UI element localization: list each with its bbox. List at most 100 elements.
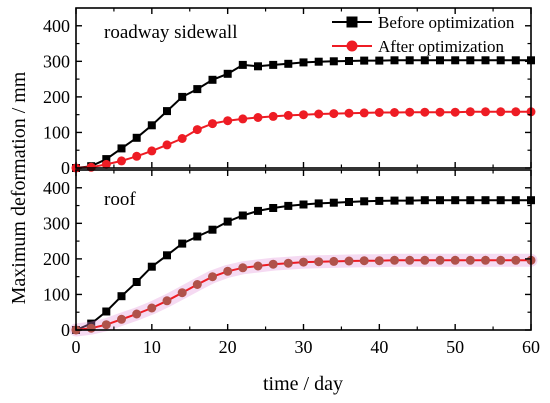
top-point-before-20 — [223, 69, 232, 78]
bottom-point-before-32 — [314, 199, 323, 208]
bottom-point-after-2 — [86, 323, 96, 333]
x-tick-label-0: 0 — [72, 337, 81, 357]
x-tick-label-60: 60 — [522, 337, 540, 357]
panel-roadway-sidewall: 0 100 200 300 400 roadway sidewall — [43, 7, 536, 178]
top-point-before-46 — [420, 56, 429, 65]
bottom-point-after-38 — [359, 256, 369, 266]
top-y-tick-label-100: 100 — [43, 122, 70, 142]
bottom-point-before-58 — [511, 196, 520, 205]
top-point-before-18 — [208, 75, 217, 84]
top-point-before-22 — [238, 60, 247, 69]
bottom-point-after-40 — [374, 256, 384, 266]
bottom-point-before-38 — [360, 197, 369, 206]
bottom-point-before-30 — [299, 200, 308, 209]
x-tick-label-20: 20 — [219, 337, 237, 357]
top-point-before-50 — [451, 56, 460, 65]
top-point-after-46 — [420, 107, 430, 117]
top-y-tick-label-300: 300 — [43, 51, 70, 71]
bottom-point-after-30 — [299, 257, 308, 267]
top-point-after-24 — [253, 113, 263, 122]
bottom-point-before-20 — [223, 217, 232, 226]
bottom-point-after-14 — [177, 288, 187, 298]
bottom-point-before-50 — [451, 196, 460, 205]
top-point-before-32 — [314, 57, 323, 66]
legend-label-after: After optimization — [378, 37, 505, 56]
bottom-axes-layer: 0 100 200 300 400 — [43, 169, 532, 340]
top-point-after-26 — [268, 111, 278, 121]
top-point-after-12 — [162, 140, 172, 150]
bottom-point-before-24 — [254, 206, 262, 215]
bottom-point-before-4 — [102, 307, 111, 316]
top-point-after-36 — [344, 108, 354, 118]
x-tick-labels: 0 10 20 30 40 50 60 — [72, 337, 541, 357]
top-point-after-52 — [465, 107, 475, 117]
bottom-point-before-34 — [329, 198, 338, 207]
bottom-point-before-40 — [375, 196, 384, 205]
bottom-y-tick-label-400: 400 — [43, 178, 70, 198]
bottom-point-after-54 — [481, 255, 490, 265]
legend-entry-before: Before optimization — [332, 13, 515, 32]
x-tick-label-50: 50 — [446, 337, 464, 357]
top-point-before-56 — [496, 56, 505, 65]
bottom-point-after-20 — [223, 266, 233, 276]
bottom-series-line-after — [75, 259, 531, 331]
panel-roof: 0 100 200 300 400 roof — [43, 169, 538, 340]
bottom-point-before-46 — [420, 196, 429, 205]
bottom-point-after-48 — [435, 255, 445, 265]
bottom-point-after-58 — [511, 255, 521, 265]
top-point-before-38 — [360, 56, 369, 65]
top-point-after-30 — [299, 110, 308, 120]
top-point-after-56 — [496, 107, 506, 117]
bottom-point-before-56 — [496, 196, 505, 205]
bottom-point-before-6 — [117, 292, 126, 301]
bottom-point-before-52 — [466, 196, 475, 205]
bottom-point-before-48 — [436, 196, 444, 205]
legend-entry-after: After optimization — [332, 37, 505, 56]
top-point-after-50 — [450, 107, 460, 117]
bottom-point-after-24 — [253, 261, 263, 271]
top-point-after-34 — [329, 109, 339, 119]
top-point-before-10 — [147, 121, 156, 130]
bottom-point-before-18 — [208, 225, 217, 234]
bottom-y-tick-label-200: 200 — [43, 249, 70, 269]
bottom-point-after-34 — [329, 256, 339, 266]
top-point-before-24 — [254, 62, 262, 71]
top-point-before-30 — [299, 58, 308, 67]
panel-label-roadway-sidewall: roadway sidewall — [104, 22, 237, 43]
legend-marker-after — [346, 40, 358, 52]
top-series-layer — [71, 56, 536, 173]
bottom-point-before-22 — [238, 211, 247, 220]
bottom-y-tick-label-100: 100 — [43, 284, 70, 304]
bottom-point-after-28 — [283, 258, 293, 268]
bottom-point-before-28 — [284, 201, 293, 210]
top-y-tick-label-200: 200 — [43, 87, 70, 107]
bottom-point-after-50 — [450, 255, 460, 265]
x-tick-label-30: 30 — [295, 337, 313, 357]
top-point-after-20 — [223, 116, 233, 126]
legend: Before optimization After optimization — [332, 13, 515, 56]
top-point-before-16 — [193, 85, 202, 94]
legend-label-before: Before optimization — [378, 13, 515, 32]
x-tick-label-10: 10 — [143, 337, 161, 357]
bottom-point-before-8 — [132, 278, 141, 286]
top-point-before-34 — [329, 57, 338, 66]
bottom-point-after-4 — [101, 320, 111, 330]
bottom-point-before-44 — [405, 196, 414, 205]
top-point-after-38 — [359, 108, 369, 118]
bottom-point-after-32 — [314, 257, 324, 267]
top-point-after-10 — [147, 146, 157, 156]
bottom-point-before-14 — [178, 239, 187, 248]
bottom-point-after-12 — [162, 296, 172, 306]
top-point-before-58 — [511, 56, 520, 65]
bottom-point-after-10 — [147, 303, 157, 313]
bottom-point-after-36 — [344, 256, 354, 266]
top-point-after-4 — [101, 159, 111, 169]
panel-label-roof: roof — [104, 189, 136, 210]
bottom-y-tick-label-300: 300 — [43, 213, 70, 233]
top-axes-layer: 0 100 200 300 400 — [43, 7, 532, 178]
top-point-before-42 — [390, 56, 399, 65]
top-point-before-6 — [117, 144, 126, 153]
top-point-after-18 — [208, 119, 217, 129]
top-point-before-48 — [436, 56, 444, 65]
